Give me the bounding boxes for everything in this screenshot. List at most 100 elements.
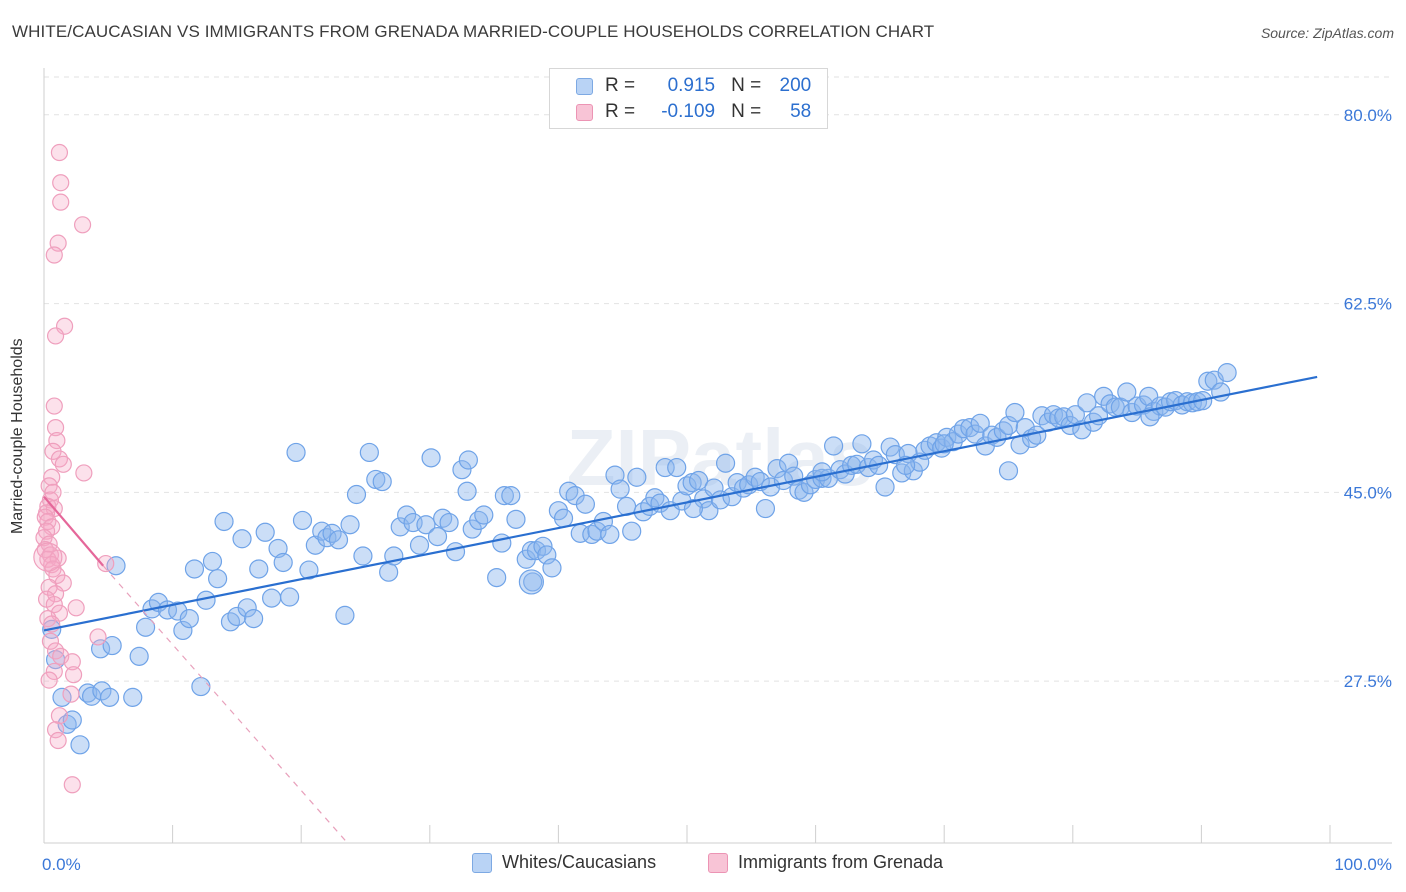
point-grenada	[63, 653, 81, 671]
point-whites	[1077, 393, 1097, 413]
x-tick-label-start: 0.0%	[42, 855, 81, 874]
point-whites	[824, 436, 844, 456]
point-whites	[220, 612, 241, 632]
trend-line-grenada	[43, 495, 104, 567]
bottom-legend-grenada: Immigrants from Grenada	[708, 852, 943, 873]
point-whites	[129, 646, 149, 666]
stats-legend: R = 0.915 N = 200 R = -0.109 N = 58	[549, 68, 828, 129]
point-whites	[202, 551, 223, 572]
point-whites	[542, 558, 562, 578]
point-grenada	[39, 497, 57, 515]
point-grenada	[45, 246, 63, 264]
point-whites	[409, 535, 430, 555]
point-whites	[353, 546, 373, 566]
point-whites	[92, 681, 112, 701]
point-whites	[852, 434, 872, 454]
point-grenada	[46, 327, 65, 345]
point-whites	[249, 559, 269, 579]
point-whites	[123, 687, 143, 707]
point-grenada	[73, 216, 92, 234]
bottom-legend-label-grenada: Immigrants from Grenada	[738, 852, 944, 872]
point-whites-large	[518, 569, 544, 595]
point-whites	[800, 475, 821, 495]
point-whites	[812, 462, 832, 482]
r-value-whites: 0.915	[667, 75, 716, 96]
chart-title: WHITE/CAUCASIAN VS IMMIGRANTS FROM GRENA…	[12, 22, 935, 41]
point-whites	[70, 735, 90, 755]
point-whites	[469, 510, 489, 531]
point-grenada	[52, 174, 70, 192]
point-whites	[1217, 363, 1237, 383]
point-grenada	[89, 628, 107, 646]
point-grenada	[41, 632, 60, 650]
point-grenada	[46, 419, 65, 437]
point-whites	[135, 617, 156, 637]
point-whites	[99, 687, 120, 707]
point-whites	[328, 530, 349, 550]
point-whites	[970, 413, 990, 433]
point-whites	[627, 467, 647, 487]
point-whites	[52, 687, 72, 707]
point-whites	[335, 605, 355, 625]
point-whites	[474, 505, 494, 525]
trend-line-grenada-extended	[102, 565, 348, 844]
r-label: R =	[605, 101, 636, 122]
point-whites	[622, 521, 642, 541]
trend-lines	[43, 375, 1318, 844]
point-whites	[439, 512, 459, 533]
point-grenada-large	[33, 542, 63, 572]
point-grenada	[45, 595, 63, 614]
point-whites	[340, 515, 360, 535]
point-whites	[655, 457, 675, 478]
n-value-grenada: 58	[790, 101, 812, 122]
point-whites	[346, 484, 367, 505]
r-value-grenada: -0.109	[661, 101, 716, 122]
point-grenada	[50, 143, 69, 162]
y-tick-label: 62.5%	[1344, 295, 1392, 314]
point-whites	[553, 508, 574, 528]
point-whites	[683, 498, 704, 519]
point-whites	[237, 598, 257, 618]
point-whites	[173, 620, 193, 641]
bottom-legend-swatch-whites	[472, 852, 492, 873]
n-label: N =	[731, 75, 762, 96]
point-whites	[379, 562, 399, 582]
point-whites	[457, 481, 477, 501]
point-whites	[492, 533, 512, 553]
point-whites	[372, 471, 392, 492]
point-grenada	[64, 666, 83, 684]
point-grenada	[40, 671, 58, 689]
point-whites	[232, 529, 252, 549]
point-grenada	[62, 685, 80, 703]
point-whites	[755, 498, 776, 519]
y-tick-label: 27.5%	[1344, 672, 1392, 691]
point-whites	[610, 479, 630, 499]
trend-line-whites	[43, 375, 1318, 632]
point-whites	[934, 434, 954, 454]
point-grenada	[54, 455, 72, 473]
point-whites	[106, 556, 126, 576]
source-label: Source: ZipAtlas.com	[1260, 25, 1394, 41]
point-whites	[299, 560, 319, 580]
point-whites	[452, 460, 472, 480]
point-whites	[523, 572, 543, 592]
legend-row-grenada: R = -0.109 N = 58	[576, 100, 811, 124]
series-grenada	[33, 143, 115, 794]
y-axis-label: Married-couple Households	[9, 338, 26, 534]
point-whites	[390, 517, 410, 537]
point-whites	[677, 476, 697, 496]
point-whites	[168, 601, 188, 621]
point-grenada	[50, 707, 69, 725]
point-whites	[1117, 382, 1137, 402]
bottom-legend-whites: Whites/Caucasians	[472, 852, 656, 873]
point-whites	[445, 542, 466, 562]
axes	[43, 68, 1392, 844]
point-whites	[305, 535, 325, 555]
point-grenada	[45, 397, 63, 415]
point-whites	[506, 509, 526, 529]
point-whites	[688, 470, 709, 491]
point-whites	[1005, 402, 1025, 423]
legend-row-whites: R = 0.915 N = 200	[576, 74, 811, 98]
point-whites	[421, 448, 441, 468]
point-whites	[645, 488, 665, 508]
